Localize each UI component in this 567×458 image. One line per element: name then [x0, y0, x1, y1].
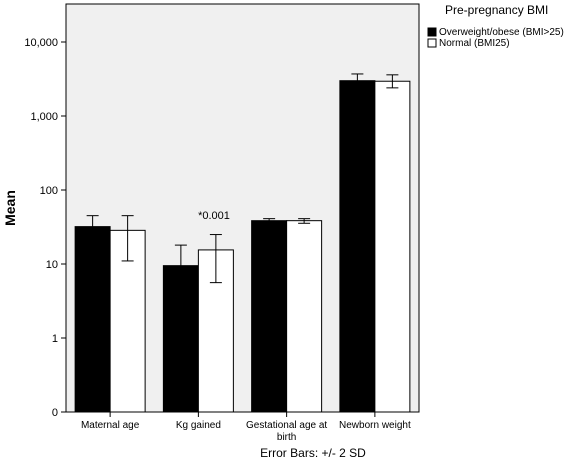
- error-bar: [263, 218, 276, 224]
- error-bar: [86, 215, 99, 241]
- bar-normal: [197, 249, 234, 413]
- error-bars-layer: [86, 73, 399, 291]
- bar-overweight: [339, 80, 376, 413]
- legend-swatch-normal: [427, 38, 437, 48]
- y-tick-label: 10: [46, 259, 58, 271]
- y-tick-label: 10,000: [24, 37, 58, 49]
- x-category-label: Gestational age at: [246, 420, 327, 431]
- x-category-label-line2: birth: [277, 432, 296, 443]
- axis-layer: 0 1 10 100 1,000 10,000 Maternal age Kg gained G…: [24, 37, 411, 443]
- y-tick-label: 1,000: [30, 111, 58, 123]
- legend-swatch-overweight: [427, 27, 437, 37]
- y-tick-label: 100: [40, 185, 58, 197]
- error-bar: [209, 234, 222, 284]
- bar-overweight: [74, 226, 111, 413]
- legend-label-overweight: Overweight/obese (BMI>25): [439, 27, 564, 38]
- legend: Pre-pregnancy BMI Overweight/obese (BMI>…: [427, 3, 564, 49]
- bar-normal: [286, 220, 323, 413]
- x-category-label: Newborn weight: [339, 420, 411, 431]
- x-category-label: Kg gained: [176, 420, 221, 431]
- error-bar: [351, 73, 364, 88]
- error-bar: [386, 74, 399, 89]
- bar-normal: [374, 80, 411, 413]
- legend-label-normal: Normal (BMI25): [439, 38, 510, 49]
- error-bar: [174, 244, 187, 291]
- y-tick-label: 1: [52, 333, 58, 345]
- y-tick-label: 0: [52, 407, 58, 419]
- error-bar: [121, 215, 134, 262]
- y-axis-title: Mean: [2, 190, 18, 226]
- legend-title: Pre-pregnancy BMI: [445, 3, 548, 17]
- significance-annotation: *0.001: [198, 210, 230, 222]
- bar-overweight: [251, 220, 288, 413]
- bars-layer: [74, 80, 411, 413]
- x-category-label: Maternal age: [81, 420, 140, 431]
- error-bars-footnote: Error Bars: +/- 2 SD: [260, 446, 366, 458]
- error-bar: [298, 218, 311, 224]
